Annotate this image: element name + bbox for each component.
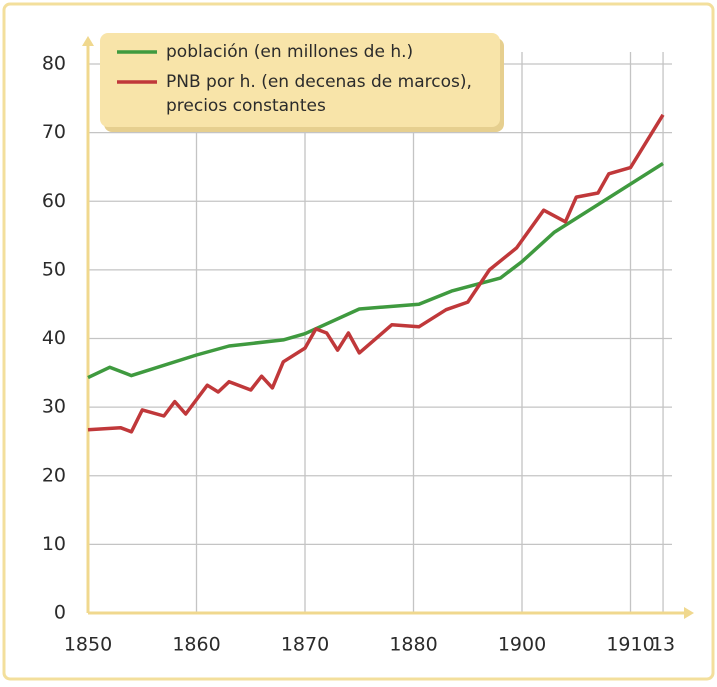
y-tick-label: 30: [42, 396, 66, 418]
x-tick-label: 1910: [606, 634, 654, 656]
lines: [87, 113, 665, 434]
x-tick-label: 13: [651, 634, 675, 656]
y-tick-label: 40: [42, 327, 66, 349]
series-line: [87, 113, 665, 434]
axes: [82, 36, 694, 619]
x-tick-label: 1880: [389, 634, 437, 656]
series-line: [87, 162, 664, 380]
x-tick-label: 1860: [172, 634, 220, 656]
y-tick-label: 0: [54, 602, 66, 624]
x-arrow: [684, 607, 694, 619]
legend-label: PNB por h. (en decenas de marcos), precio…: [166, 72, 472, 116]
y-tick-label: 20: [42, 464, 66, 486]
legend-label: población (en millones de h.): [166, 42, 413, 62]
legend-items: población (en millones de h.) PNB por h. …: [117, 42, 472, 116]
y-tick-label: 10: [42, 533, 66, 555]
y-tick-label: 80: [42, 53, 66, 75]
x-tick-label: 1870: [281, 634, 329, 656]
x-tick-label: 1900: [498, 634, 546, 656]
legend-box: [100, 33, 500, 127]
y-arrow: [82, 36, 94, 46]
x-tick-label: 1850: [64, 634, 112, 656]
grid: 0 10 20 30 40 50 60 70 80 1850 1860 1870 1880 1900 191…: [42, 52, 675, 656]
legend: población (en millones de h.) PNB por h. …: [100, 33, 504, 132]
y-tick-label: 70: [42, 121, 66, 143]
y-tick-label: 50: [42, 258, 66, 280]
y-tick-label: 60: [42, 190, 66, 212]
